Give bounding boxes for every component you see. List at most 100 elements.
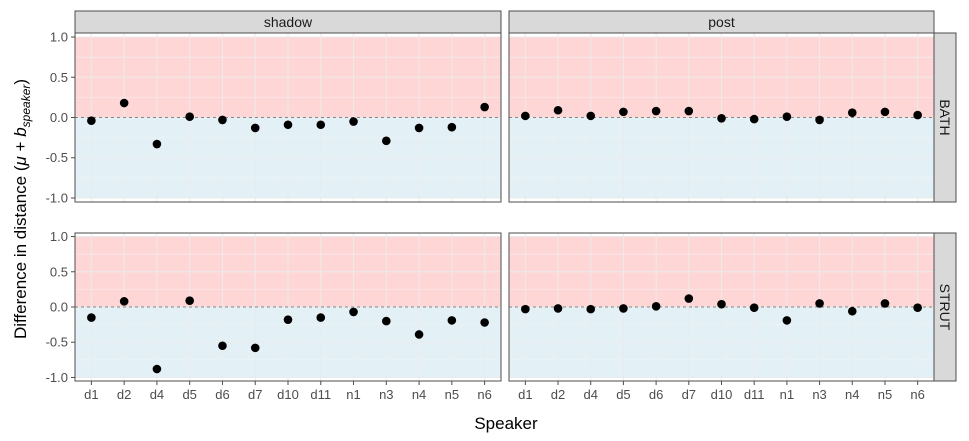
x-tick-label-d4: d4: [150, 387, 164, 402]
point-post-BATH-d2: [553, 105, 563, 115]
y-axis-title-close: ): [11, 79, 30, 85]
point-post-BATH-n4: [847, 108, 857, 117]
x-tick-label-n1: n1: [780, 387, 794, 402]
point-shadow-BATH-d4: [152, 139, 162, 149]
strip-label-shadow: shadow: [264, 14, 313, 30]
y-axis-title-mu: μ: [11, 155, 30, 166]
point-shadow-STRUT-d6: [218, 341, 227, 351]
point-shadow-BATH-d5: [185, 112, 194, 121]
y-axis-title-plus: +: [11, 137, 30, 156]
strip-STRUT: [933, 232, 957, 382]
x-tick-label-d7: d7: [682, 387, 696, 402]
point-shadow-BATH-n3: [382, 136, 391, 146]
x-tick-label-d1: d1: [84, 387, 98, 402]
point-post-STRUT-d7: [684, 294, 694, 303]
point-shadow-STRUT-d4: [152, 364, 162, 374]
point-shadow-STRUT-d11: [316, 313, 326, 322]
x-tick-label-d6: d6: [215, 387, 229, 402]
y-tick-label: 1.0: [50, 229, 68, 244]
point-shadow-STRUT-n4: [414, 330, 424, 339]
y-tick-label: -1.0: [46, 190, 68, 205]
point-post-STRUT-d5: [619, 304, 628, 313]
y-tick-label: -1.0: [46, 370, 68, 385]
strip-label-STRUT: STRUT: [937, 284, 953, 331]
y-axis-title-sub: speaker: [19, 84, 33, 128]
point-shadow-STRUT-n1: [349, 307, 358, 317]
point-post-BATH-n5: [880, 107, 890, 117]
point-shadow-BATH-d2: [119, 98, 129, 108]
strip-BATH: [933, 32, 957, 203]
point-post-BATH-d4: [586, 111, 596, 121]
point-post-BATH-d1: [521, 111, 530, 121]
x-tick-label-d11: d11: [310, 387, 331, 402]
strip-post: [508, 10, 935, 34]
x-tick-label-d1: d1: [518, 387, 532, 402]
x-tick-label-n5: n5: [445, 387, 459, 402]
point-post-STRUT-n4: [847, 306, 857, 316]
point-post-BATH-n6: [913, 110, 922, 120]
x-tick-label-n4: n4: [845, 387, 859, 402]
panel-post-STRUT: d1 d2 d4 d5 d6 d7 d10 d11 n1 n3 n4 n5 n6: [508, 232, 935, 402]
x-tick-label-d5: d5: [616, 387, 630, 402]
point-shadow-BATH-d10: [283, 120, 293, 130]
point-post-BATH-n1: [782, 112, 792, 121]
x-tick-label-d2: d2: [551, 387, 565, 402]
x-tick-label-d11: d11: [744, 387, 765, 402]
x-tick-label-n3: n3: [812, 387, 826, 402]
y-tick-label: 0.0: [50, 110, 68, 125]
point-post-STRUT-d1: [521, 304, 530, 314]
strip-label-BATH: BATH: [937, 99, 953, 135]
point-shadow-BATH-d7: [250, 123, 260, 133]
panel-shadow-STRUT: 1.0 0.5 0.0 -0.5 -1.0 d1 d2 d4 d5 d6 d7 d10 d11 n1 n3 n…: [46, 229, 502, 402]
y-tick-label: 0.0: [50, 300, 68, 315]
x-tick-label-n4: n4: [412, 387, 426, 402]
x-tick-label-n1: n1: [346, 387, 360, 402]
point-shadow-STRUT-d1: [87, 313, 96, 322]
x-tick-label-n6: n6: [477, 387, 491, 402]
panel-post-BATH: [508, 32, 935, 203]
y-axis-title: Difference in distance (μ + bspeaker): [11, 79, 33, 339]
point-shadow-BATH-n5: [447, 122, 457, 132]
point-post-BATH-n3: [815, 115, 824, 125]
point-post-STRUT-d11: [749, 303, 759, 313]
strip-label-post: post: [708, 14, 735, 30]
point-shadow-BATH-d11: [316, 120, 326, 130]
panel-shadow-BATH: 1.0 0.5 0.0 -0.5 -1.0: [46, 30, 502, 205]
point-post-STRUT-d6: [651, 301, 661, 311]
y-tick-label: 0.5: [50, 264, 68, 279]
point-shadow-BATH-n1: [349, 117, 358, 126]
x-axis-title: Speaker: [474, 414, 538, 433]
x-tick-label-n6: n6: [910, 387, 924, 402]
y-axis-title-b: b: [11, 127, 30, 136]
x-tick-label-d4: d4: [583, 387, 597, 402]
point-shadow-BATH-d1: [87, 116, 96, 126]
point-post-BATH-d6: [651, 106, 661, 116]
point-shadow-STRUT-d7: [250, 343, 260, 353]
point-shadow-STRUT-d10: [283, 315, 293, 324]
x-tick-label-n5: n5: [878, 387, 892, 402]
point-post-BATH-d11: [749, 114, 759, 124]
point-shadow-BATH-d6: [218, 115, 227, 125]
y-tick-label: -0.5: [46, 150, 68, 165]
y-tick-label: 0.5: [50, 70, 68, 85]
point-shadow-STRUT-n6: [480, 318, 489, 327]
x-tick-label-d10: d10: [711, 387, 733, 402]
x-tick-label-d10: d10: [277, 387, 299, 402]
point-shadow-BATH-n4: [414, 123, 424, 133]
point-post-STRUT-d10: [717, 299, 726, 309]
point-shadow-STRUT-n5: [447, 316, 457, 325]
strip-shadow: [74, 10, 502, 34]
x-tick-label-d2: d2: [117, 387, 131, 402]
point-shadow-STRUT-n3: [382, 316, 391, 326]
point-post-STRUT-n1: [782, 316, 792, 325]
x-tick-label-n3: n3: [379, 387, 393, 402]
point-post-BATH-d10: [717, 114, 726, 123]
point-post-STRUT-n5: [880, 299, 890, 308]
point-post-BATH-d7: [684, 106, 694, 116]
y-axis-title-main: Difference in distance (: [11, 165, 30, 339]
y-tick-label: -0.5: [46, 335, 68, 350]
point-shadow-BATH-n6: [480, 102, 489, 112]
point-post-BATH-d5: [619, 107, 628, 117]
x-tick-label-d6: d6: [649, 387, 663, 402]
